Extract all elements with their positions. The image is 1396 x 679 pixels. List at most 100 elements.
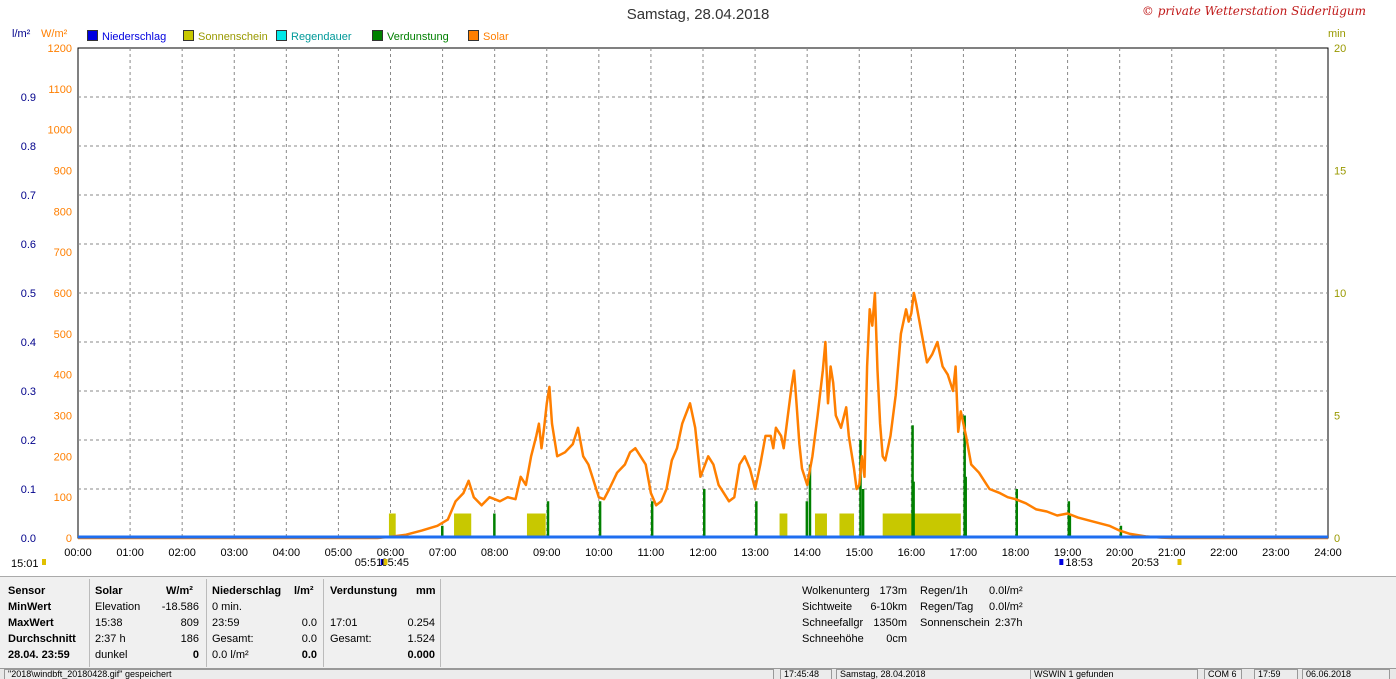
x-tick-label: 00:00 bbox=[64, 547, 92, 559]
y-tick-label-solar: 800 bbox=[54, 206, 72, 218]
axis-ticks: 00:00 01:00 02:00 03:00 04:00 05:00 06:00 07:00… bbox=[21, 43, 1347, 559]
legend-item: Sonnenschein bbox=[183, 30, 268, 43]
y-tick-label-rain: 0.0 bbox=[21, 533, 36, 545]
niederschlag-cell: 23:59 bbox=[212, 617, 240, 629]
status-bar-cell: WSWIN 1 gefunden bbox=[1030, 669, 1198, 679]
y-tick-label-solar: 1200 bbox=[48, 43, 72, 55]
copyright-label: © private Wetterstation Süderlügum bbox=[1141, 4, 1366, 18]
legend-item: Solar bbox=[468, 30, 509, 43]
y-tick-label-min: 0 bbox=[1334, 533, 1340, 545]
y-tick-label-rain: 0.1 bbox=[21, 484, 36, 496]
evaporation-bar bbox=[1015, 489, 1018, 538]
y-tick-label-rain: 0.7 bbox=[21, 190, 36, 202]
x-tick-label: 23:00 bbox=[1262, 547, 1290, 559]
y-tick-label-solar: 300 bbox=[54, 411, 72, 423]
niederschlag-value: 0.0 bbox=[301, 633, 317, 645]
annotation-marker bbox=[383, 559, 388, 565]
legend-swatch bbox=[468, 30, 479, 41]
evaporation-bar bbox=[493, 513, 496, 538]
solar-cell: 15:38 bbox=[95, 617, 123, 629]
x-tick-label: 21:00 bbox=[1158, 547, 1186, 559]
legend-swatch bbox=[87, 30, 98, 41]
x-tick-label: 20:00 bbox=[1106, 547, 1134, 559]
y-tick-label-min: 10 bbox=[1334, 288, 1346, 300]
y-tick-label-solar: 0 bbox=[66, 533, 72, 545]
info-label: Sonnenschein bbox=[920, 617, 990, 629]
evaporation-bar bbox=[808, 464, 812, 538]
verdunstung-value: 0.000 bbox=[407, 649, 435, 661]
evaporation-bar bbox=[1068, 513, 1072, 538]
annotation-label: 05:45 bbox=[381, 557, 409, 569]
info-label: Regen/1h bbox=[920, 585, 968, 597]
annotation-marker bbox=[1177, 559, 1182, 565]
y-tick-label-solar: 700 bbox=[54, 247, 72, 259]
solar-cell: dunkel bbox=[95, 649, 128, 661]
x-tick-label: 08:00 bbox=[481, 547, 509, 559]
legend-item: Verdunstung bbox=[372, 30, 449, 43]
solar-value: -18.586 bbox=[161, 601, 199, 613]
annotation-marker bbox=[380, 559, 385, 565]
evaporation-bar bbox=[805, 501, 809, 538]
evaporation-bar bbox=[598, 501, 602, 538]
chart-title: Samstag, 28.04.2018 bbox=[626, 6, 770, 23]
y-tick-label-solar: 400 bbox=[54, 370, 72, 382]
info-value: 1350m bbox=[873, 617, 907, 629]
evaporation-bar bbox=[912, 481, 915, 538]
x-tick-label: 12:00 bbox=[689, 547, 717, 559]
x-tick-label: 02:00 bbox=[168, 547, 196, 559]
evaporation-bar bbox=[861, 489, 865, 538]
y-tick-label-solar: 500 bbox=[54, 329, 72, 341]
status-bar-cell: COM 6 bbox=[1204, 669, 1242, 679]
y-tick-label-rain: 0.4 bbox=[21, 337, 36, 349]
evaporation-bar bbox=[650, 501, 654, 538]
legend-label: Regendauer bbox=[291, 31, 352, 43]
info-label: Wolkenunterg bbox=[802, 585, 870, 597]
legend-label: Solar bbox=[483, 31, 509, 43]
x-tick-label: 22:00 bbox=[1210, 547, 1238, 559]
status-bar-cell: "2018\windbft_20180428.gif" gespeichert bbox=[4, 669, 774, 679]
y-tick-label-rain: 0.3 bbox=[21, 386, 36, 398]
niederschlag-cell: Gesamt: bbox=[212, 633, 254, 645]
x-tick-label: 24:00 bbox=[1314, 547, 1342, 559]
evaporation-bar bbox=[755, 501, 758, 538]
sensor-label: 28.04. 23:59 bbox=[8, 649, 70, 661]
x-tick-label: 18:00 bbox=[1002, 547, 1030, 559]
info-value: 6-10km bbox=[870, 601, 907, 613]
legend-swatch bbox=[183, 30, 194, 41]
evaporation-bar bbox=[441, 525, 444, 538]
y-tick-label-rain: 0.5 bbox=[21, 288, 36, 300]
y-tick-label-solar: 100 bbox=[54, 492, 72, 504]
x-tick-label: 16:00 bbox=[898, 547, 926, 559]
sensor-label: Durchschnitt bbox=[8, 633, 76, 645]
sensor-label: MinWert bbox=[8, 601, 52, 613]
info-label: Regen/Tag bbox=[920, 601, 974, 613]
solar-value: 809 bbox=[180, 617, 199, 629]
solar-line bbox=[78, 291, 1328, 540]
sunshine-bar bbox=[454, 513, 472, 538]
sunshine-bar bbox=[882, 513, 961, 538]
x-tick-label: 17:00 bbox=[950, 547, 978, 559]
y-tick-label-solar: 600 bbox=[54, 288, 72, 300]
annotation-marker bbox=[42, 559, 46, 565]
legend-label: Verdunstung bbox=[387, 31, 449, 43]
solar-value: 0 bbox=[192, 649, 199, 661]
solar-unit: W/m² bbox=[166, 585, 193, 597]
niederschlag-cell: 0 min. bbox=[212, 601, 242, 613]
annotations: 05:51 05:45 18:53 20:53 15:01 bbox=[11, 557, 1182, 570]
info-value: 2:37h bbox=[995, 617, 1023, 629]
sunshine-bar bbox=[526, 513, 546, 538]
annotation-marker bbox=[1059, 559, 1064, 565]
sensor-label: MaxWert bbox=[8, 617, 54, 629]
solar-value: 186 bbox=[180, 633, 199, 645]
legend-label: Sonnenschein bbox=[198, 31, 268, 43]
x-tick-label: 14:00 bbox=[793, 547, 821, 559]
info-label: Schneefallgr bbox=[802, 617, 864, 629]
sunshine-bar bbox=[779, 513, 788, 538]
annotation-label: 18:53 bbox=[1065, 557, 1093, 569]
y-tick-label-rain: 0.2 bbox=[21, 435, 36, 447]
info-value: 0.0l/m² bbox=[989, 601, 1023, 613]
legend-swatch bbox=[276, 30, 287, 41]
legend-label: Niederschlag bbox=[102, 31, 167, 43]
annotation-label: 05:51 bbox=[355, 557, 383, 569]
x-tick-label: 09:00 bbox=[533, 547, 561, 559]
